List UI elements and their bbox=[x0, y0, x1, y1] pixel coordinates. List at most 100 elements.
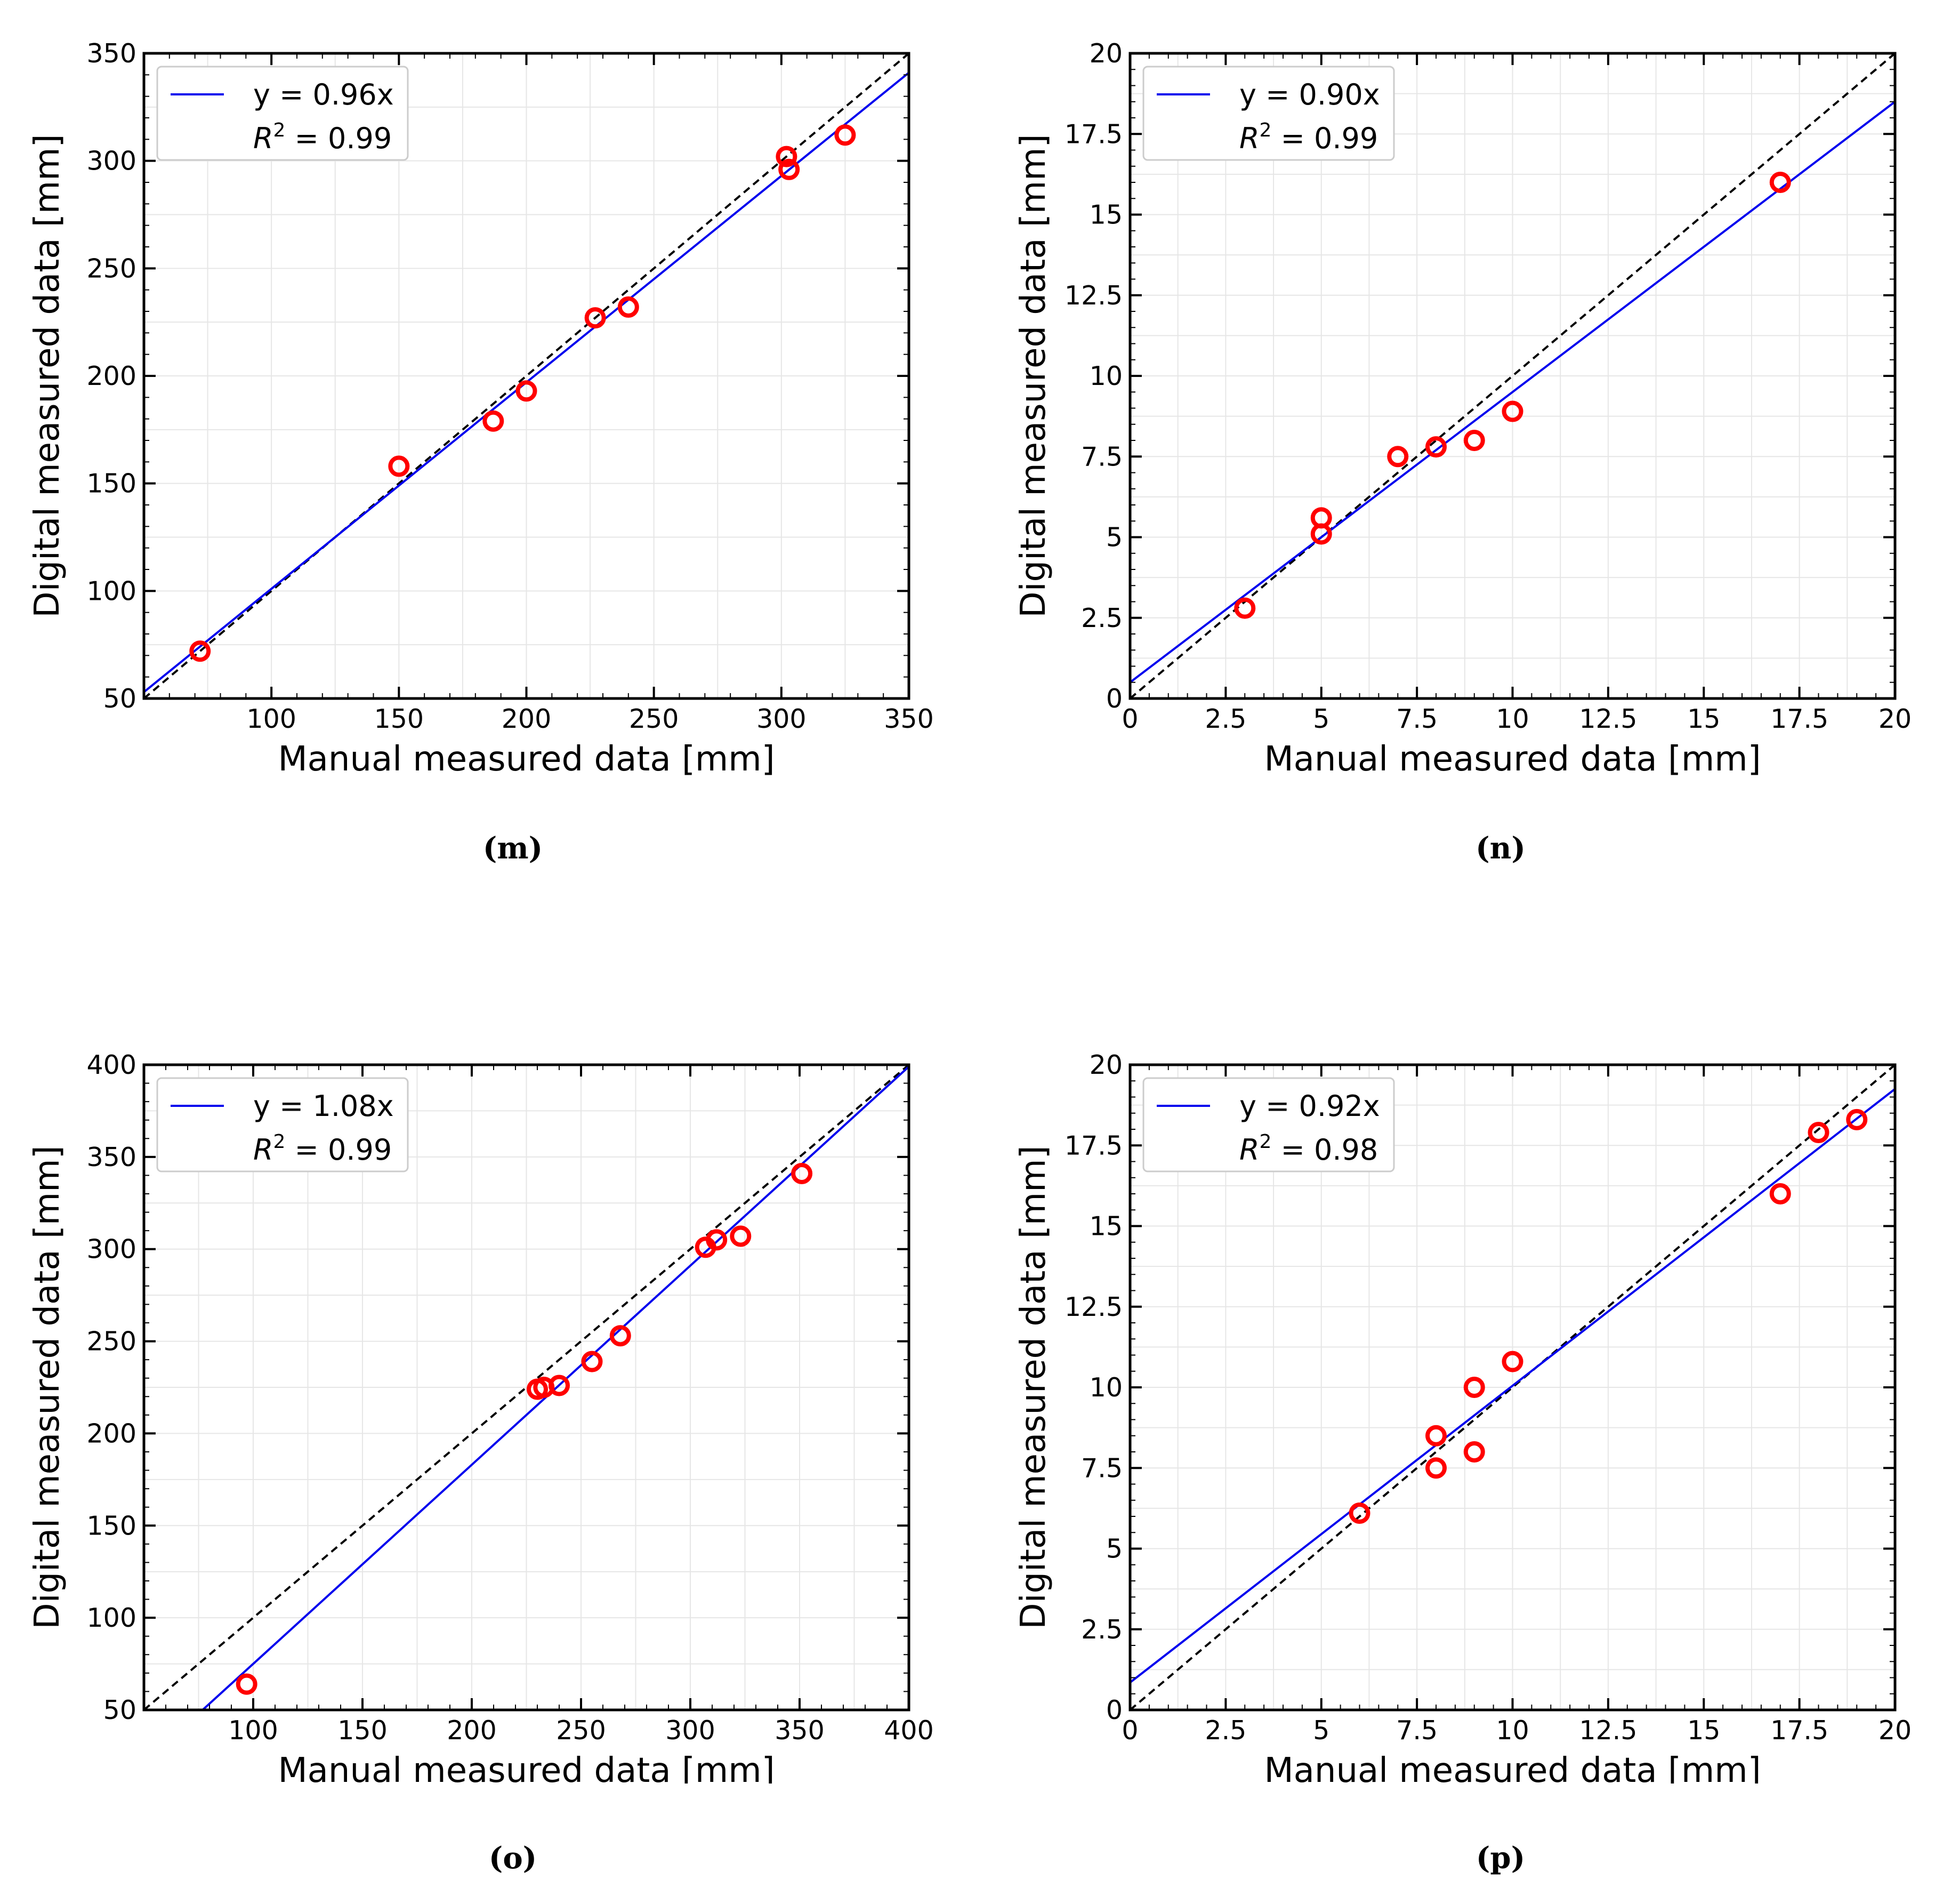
legend-r2-label: R2 = 0.99 bbox=[253, 1131, 392, 1167]
data-point bbox=[1425, 436, 1447, 458]
y-tick-label: 5 bbox=[1106, 1534, 1123, 1564]
data-point bbox=[706, 1229, 728, 1251]
scatter-plot-p: 0 2.5 5 7.5 10 12.5 15 17.5 20 0 2.5 5 7.5 10 12.5 15 17… bbox=[1014, 1050, 1912, 1784]
legend-r2-label: R2 = 0.99 bbox=[1239, 119, 1378, 155]
x-axis-title: Manual measured data [mm] bbox=[1264, 1751, 1761, 1784]
y-tick-label: 400 bbox=[86, 1050, 136, 1080]
x-tick-label: 300 bbox=[665, 1715, 715, 1746]
y-axis-title: Digital measured data [mm] bbox=[1014, 1145, 1053, 1629]
data-point bbox=[549, 1375, 570, 1396]
x-tick-label: 15 bbox=[1687, 1715, 1720, 1746]
x-tick-label: 150 bbox=[374, 704, 424, 734]
y-tick-label: 50 bbox=[103, 1695, 136, 1725]
x-axis-title: Manual measured data [mm] bbox=[278, 740, 775, 779]
data-point bbox=[617, 296, 639, 318]
y-tick-label: 20 bbox=[1090, 1050, 1123, 1080]
data-point bbox=[1463, 1377, 1485, 1398]
y-axis-title: Digital measured data [mm] bbox=[1014, 134, 1053, 617]
y-tick-label: 10 bbox=[1090, 1372, 1123, 1403]
data-point bbox=[1310, 507, 1332, 529]
legend: y = 0.90x R2 = 0.99 bbox=[1142, 66, 1395, 161]
data-point bbox=[1387, 446, 1409, 468]
y-tick-label: 15 bbox=[1090, 200, 1123, 230]
x-tick-label: 7.5 bbox=[1396, 1715, 1438, 1746]
legend-fit-label: y = 0.92x bbox=[1239, 1089, 1380, 1123]
y-tick-label: 10 bbox=[1090, 361, 1123, 391]
data-point bbox=[1502, 400, 1523, 422]
scatter-plot-n: 0 2.5 5 7.5 10 12.5 15 17.5 20 0 2.5 5 7.5 10 12.5 15 17… bbox=[1014, 38, 1912, 779]
x-tick-label: 150 bbox=[337, 1715, 388, 1746]
y-tick-label: 150 bbox=[86, 469, 136, 499]
y-tick-label: 200 bbox=[86, 361, 136, 391]
chart-panel-p: 0 2.5 5 7.5 10 12.5 15 17.5 20 0 2.5 5 7.5 10 12.5 15 17… bbox=[968, 952, 1935, 1903]
data-point bbox=[1769, 1183, 1791, 1204]
y-tick-label: 350 bbox=[86, 1142, 136, 1172]
panel-caption-n: (n) bbox=[1476, 831, 1526, 866]
data-point bbox=[1425, 1425, 1447, 1447]
fit-line bbox=[201, 1065, 909, 1710]
legend: y = 1.08x R2 = 0.99 bbox=[156, 1077, 409, 1172]
data-point bbox=[730, 1225, 752, 1247]
chart-panel-m: 100 150 200 250 300 350 50 100 150 200 250 300 350 Ma… bbox=[0, 0, 968, 952]
legend-box bbox=[1142, 1077, 1395, 1172]
y-tick-label: 150 bbox=[86, 1511, 136, 1541]
x-tick-label: 0 bbox=[1122, 704, 1138, 734]
legend-fit-label: y = 0.90x bbox=[1239, 78, 1380, 111]
y-tick-label: 7.5 bbox=[1081, 441, 1123, 472]
identity-line bbox=[144, 1065, 909, 1710]
y-tick-label: 17.5 bbox=[1065, 1130, 1123, 1161]
data-point bbox=[1846, 1108, 1868, 1130]
y-tick-label: 100 bbox=[86, 1603, 136, 1633]
legend: y = 0.96x R2 = 0.99 bbox=[156, 66, 409, 161]
data-point bbox=[1425, 1457, 1447, 1479]
y-tick-label: 2.5 bbox=[1081, 1614, 1123, 1645]
data-point bbox=[515, 380, 537, 402]
data-point bbox=[1463, 430, 1485, 451]
x-tick-label: 10 bbox=[1496, 704, 1529, 734]
data-point bbox=[778, 158, 800, 180]
y-tick-label: 17.5 bbox=[1065, 119, 1123, 149]
x-tick-label: 15 bbox=[1687, 704, 1720, 734]
y-axis-title: Digital measured data [mm] bbox=[28, 1145, 67, 1629]
y-tick-label: 200 bbox=[86, 1418, 136, 1449]
x-tick-label: 250 bbox=[629, 704, 679, 734]
y-tick-label: 2.5 bbox=[1081, 603, 1123, 633]
x-tick-label: 2.5 bbox=[1205, 1715, 1246, 1746]
y-tick-label: 20 bbox=[1090, 38, 1123, 69]
y-tick-label: 5 bbox=[1106, 523, 1123, 553]
x-tick-label: 10 bbox=[1496, 1715, 1529, 1746]
x-tick-label: 17.5 bbox=[1770, 704, 1828, 734]
identity-line bbox=[1130, 1065, 1895, 1710]
x-tick-label: 350 bbox=[884, 704, 934, 734]
x-tick-label: 20 bbox=[1878, 704, 1912, 734]
legend-r2-label: R2 = 0.98 bbox=[1239, 1131, 1378, 1167]
x-tick-label: 400 bbox=[884, 1715, 934, 1746]
data-point bbox=[1463, 1441, 1485, 1463]
x-tick-label: 250 bbox=[556, 1715, 606, 1746]
panel-caption-m: (m) bbox=[482, 831, 543, 866]
legend-box bbox=[1142, 66, 1395, 161]
x-tick-label: 5 bbox=[1313, 704, 1329, 734]
x-tick-label: 300 bbox=[756, 704, 807, 734]
x-tick-label: 200 bbox=[447, 1715, 497, 1746]
data-point bbox=[581, 1351, 603, 1372]
y-tick-label: 12.5 bbox=[1065, 280, 1123, 311]
x-tick-label: 0 bbox=[1122, 1715, 1138, 1746]
chart-panel-n: 0 2.5 5 7.5 10 12.5 15 17.5 20 0 2.5 5 7.5 10 12.5 15 17… bbox=[968, 0, 1935, 952]
legend-fit-label: y = 1.08x bbox=[253, 1089, 394, 1123]
panel-caption-p: (p) bbox=[1476, 1841, 1526, 1876]
data-point bbox=[1349, 1502, 1370, 1524]
y-tick-label: 300 bbox=[86, 146, 136, 176]
data-point bbox=[776, 146, 797, 167]
y-tick-label: 15 bbox=[1090, 1211, 1123, 1242]
fit-line bbox=[1130, 101, 1895, 684]
fit-line bbox=[1130, 1088, 1895, 1684]
chart-panel-o: 100 150 200 250 300 350 400 50 100 150 200 250 300 35… bbox=[0, 952, 968, 1903]
y-tick-label: 50 bbox=[103, 684, 136, 714]
y-tick-label: 250 bbox=[86, 253, 136, 284]
data-point bbox=[189, 640, 211, 662]
x-axis-title: Manual measured data [mm] bbox=[1264, 740, 1761, 779]
y-tick-label: 100 bbox=[86, 576, 136, 606]
data-point bbox=[1769, 172, 1791, 193]
x-tick-label: 12.5 bbox=[1579, 1715, 1637, 1746]
